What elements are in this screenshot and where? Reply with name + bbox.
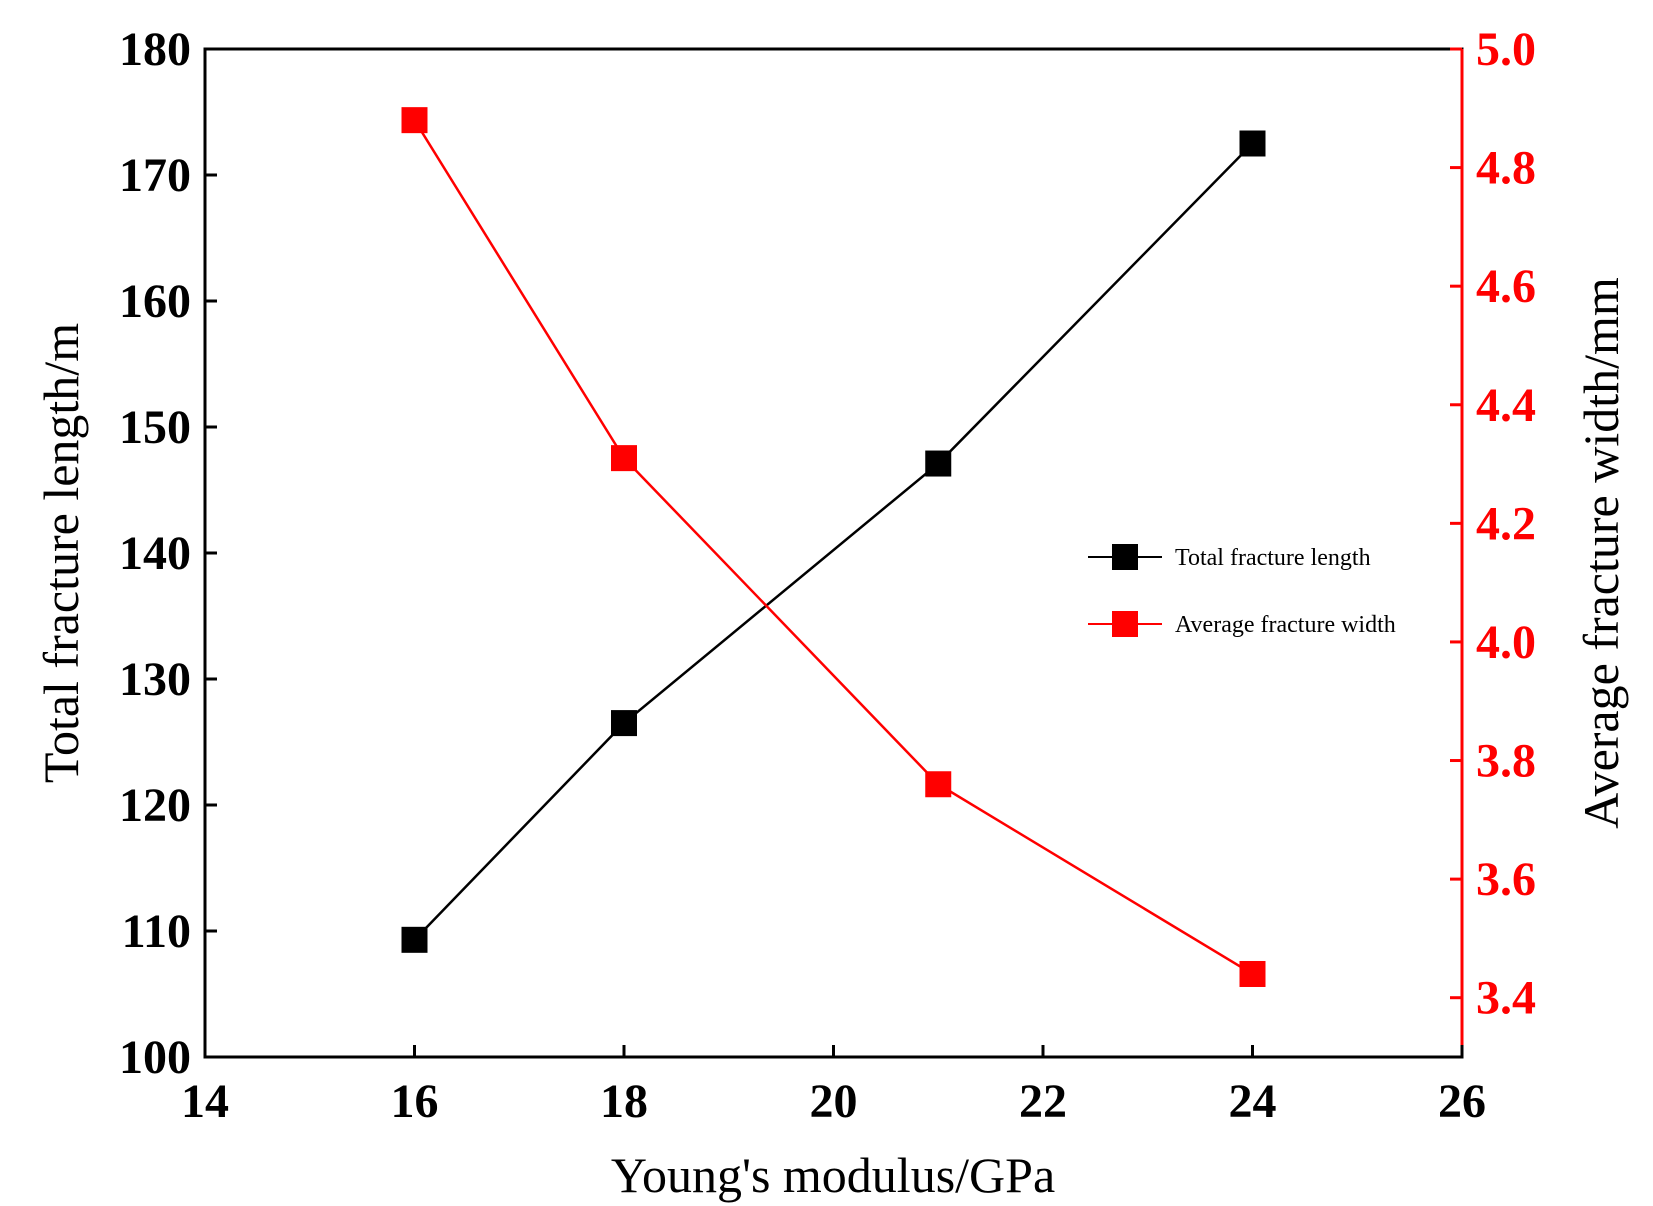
right-y-tick-label: 3.4: [1476, 972, 1536, 1025]
x-tick-label: 24: [1229, 1075, 1277, 1128]
data-point-total-fracture-length: [611, 710, 637, 737]
legend-marker-total-length: [1112, 544, 1138, 570]
ticks-layer: 14 16 18 20 22 24 26 100 110 120 130 140 150 160 170 18…: [119, 23, 1536, 1128]
data-point-average-fracture-width: [401, 107, 428, 134]
left-y-tick-label: 180: [119, 23, 191, 76]
data-point-average-fracture-width: [925, 771, 952, 798]
series-line-average-fracture-width: [413, 119, 1254, 976]
left-y-tick-label: 120: [119, 779, 191, 832]
left-y-tick-label: 150: [119, 401, 191, 454]
left-y-axis-title: Total fracture length/m: [33, 323, 89, 783]
x-axis-title: Young's modulus/GPa: [611, 1147, 1055, 1203]
left-y-tick-label: 160: [119, 275, 191, 328]
right-y-tick-label: 4.4: [1476, 379, 1536, 432]
data-point-total-fracture-length: [1239, 130, 1266, 157]
x-tick-label: 18: [600, 1075, 648, 1128]
left-y-tick-label: 110: [122, 905, 191, 958]
series-line-total-fracture-length: [413, 142, 1254, 941]
x-tick-label: 22: [1019, 1075, 1067, 1128]
right-y-axis-title: Average fracture width/mm: [1573, 277, 1629, 829]
data-point-average-fracture-width: [1239, 960, 1266, 987]
series-layer: [401, 107, 1266, 987]
left-y-tick-label: 100: [119, 1031, 191, 1084]
legend-marker-average-width: [1112, 611, 1138, 637]
legend-label-average-width: Average fracture width: [1175, 612, 1396, 638]
right-y-tick-label: 4.2: [1476, 497, 1536, 550]
right-y-tick-label: 3.6: [1476, 853, 1536, 906]
right-y-tick-label: 3.8: [1476, 735, 1536, 788]
right-y-tick-label: 5.0: [1476, 23, 1536, 76]
legend-label-total-length: Total fracture length: [1175, 545, 1371, 571]
data-point-total-fracture-length: [401, 926, 428, 953]
x-tick-label: 16: [391, 1075, 439, 1128]
x-tick-label: 20: [810, 1075, 858, 1128]
legend: Total fracture length Average fracture w…: [1088, 544, 1396, 638]
left-y-tick-label: 140: [119, 527, 191, 580]
x-tick-label: 26: [1438, 1075, 1486, 1128]
x-tick-label: 14: [181, 1075, 229, 1128]
data-point-average-fracture-width: [611, 445, 637, 472]
right-y-tick-label: 4.0: [1476, 616, 1536, 669]
right-y-tick-label: 4.6: [1476, 260, 1536, 313]
data-point-total-fracture-length: [925, 450, 952, 477]
right-y-tick-label: 4.8: [1476, 142, 1536, 195]
left-y-tick-label: 170: [119, 149, 191, 202]
left-y-tick-label: 130: [119, 653, 191, 706]
